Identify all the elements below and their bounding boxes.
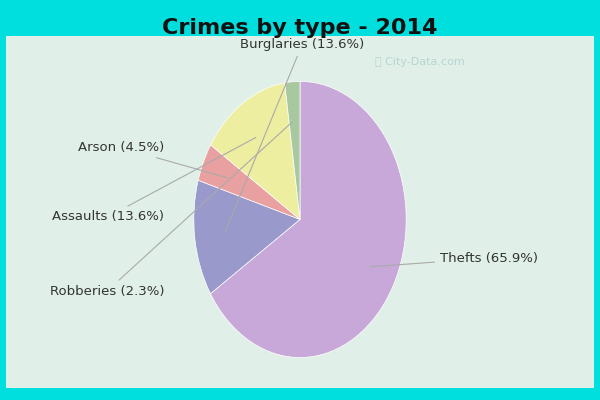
Text: Burglaries (13.6%): Burglaries (13.6%)	[226, 38, 364, 231]
Text: Robberies (2.3%): Robberies (2.3%)	[50, 122, 292, 298]
Wedge shape	[211, 82, 406, 358]
Text: Thefts (65.9%): Thefts (65.9%)	[370, 252, 538, 267]
Text: Crimes by type - 2014: Crimes by type - 2014	[163, 18, 437, 38]
Wedge shape	[211, 83, 300, 220]
Wedge shape	[194, 180, 300, 294]
Wedge shape	[198, 145, 300, 220]
Text: ⓘ City-Data.com: ⓘ City-Data.com	[375, 56, 464, 66]
Text: Arson (4.5%): Arson (4.5%)	[78, 141, 227, 178]
Wedge shape	[284, 82, 300, 220]
Text: Assaults (13.6%): Assaults (13.6%)	[52, 138, 256, 223]
